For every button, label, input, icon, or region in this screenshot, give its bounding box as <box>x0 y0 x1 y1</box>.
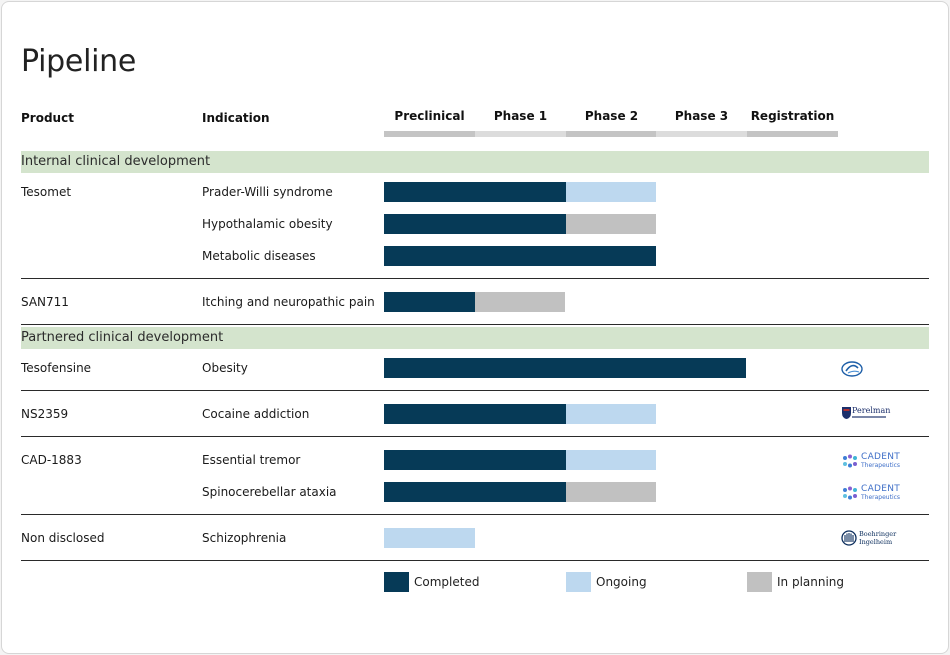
phase-header-registration: Registration <box>750 109 835 123</box>
phase-underline-registration <box>747 131 838 137</box>
product-name-san711: SAN711 <box>21 295 69 309</box>
phase-underline-phase-1 <box>475 131 566 137</box>
indication-cocaine-addiction: Cocaine addiction <box>202 407 310 421</box>
phase-underline-preclinical <box>384 131 475 137</box>
cadent-logo: CADENT Therapeutics <box>842 484 904 502</box>
phase-underline-phase-2 <box>566 131 656 137</box>
row-divider <box>21 514 929 515</box>
bar-completed <box>384 404 566 424</box>
page-title: Pipeline <box>21 44 137 79</box>
section-internal-clinical-development: Internal clinical development <box>21 151 929 173</box>
cadent-logo-text: CADENT <box>861 452 901 462</box>
bar-completed <box>384 182 566 202</box>
row-divider <box>21 324 929 325</box>
bar-completed <box>384 450 566 470</box>
bar-completed <box>384 292 475 312</box>
legend-label-ongoing: Ongoing <box>596 575 647 589</box>
column-header-product: Product <box>21 111 74 125</box>
bar-ongoing <box>566 404 656 424</box>
bar-ongoing <box>566 450 656 470</box>
cadent-logo-subtext: Therapeutics <box>861 462 901 469</box>
perelman-logo-text: Perelman <box>852 406 891 415</box>
boehringer-logo: Boehringer Ingelheim <box>841 530 901 548</box>
row-divider <box>21 436 929 437</box>
bar-in-planning <box>566 214 656 234</box>
indication-itching-neuropathic-pain: Itching and neuropathic pain <box>202 295 375 309</box>
bar-ongoing <box>384 528 475 548</box>
product-name-non-disclosed: Non disclosed <box>21 531 105 545</box>
medix-logo <box>841 361 863 377</box>
boehringer-mark-icon <box>841 530 857 546</box>
indication-essential-tremor: Essential tremor <box>202 453 301 467</box>
indication-obesity: Obesity <box>202 361 248 375</box>
bar-completed <box>384 246 656 266</box>
perelman-logo-subline <box>852 416 886 418</box>
perelman-logo: Perelman <box>842 406 892 421</box>
cadent-mark-icon <box>843 454 857 468</box>
bar-completed <box>384 482 566 502</box>
product-name-ns2359: NS2359 <box>21 407 69 421</box>
indication-schizophrenia: Schizophrenia <box>202 531 287 545</box>
legend-swatch-completed <box>384 572 409 592</box>
cadent-mark-icon <box>843 486 857 500</box>
product-name-cad-1883: CAD-1883 <box>21 453 82 467</box>
phase-header-preclinical: Preclinical <box>394 109 465 123</box>
bar-ongoing <box>566 182 656 202</box>
phase-underline-phase-3 <box>656 131 747 137</box>
section-partnered-clinical-development: Partnered clinical development <box>21 327 929 349</box>
cadent-logo-text: CADENT <box>861 484 901 494</box>
row-divider <box>21 278 929 279</box>
bar-in-planning <box>566 482 656 502</box>
indication-prader-willi: Prader-Willi syndrome <box>202 185 333 199</box>
legend-label-completed: Completed <box>414 575 480 589</box>
indication-metabolic-diseases: Metabolic diseases <box>202 249 316 263</box>
product-name-tesofensine: Tesofensine <box>21 361 92 375</box>
shield-icon <box>842 407 851 419</box>
row-divider <box>21 560 929 561</box>
legend-swatch-ongoing <box>566 572 591 592</box>
indication-hypothalamic-obesity: Hypothalamic obesity <box>202 217 333 231</box>
boehringer-logo-text: Boehringer <box>859 530 897 538</box>
section-label: Partnered clinical development <box>21 330 224 345</box>
bar-in-planning <box>475 292 565 312</box>
legend-label-in-planning: In planning <box>777 575 845 589</box>
indication-spinocerebellar-ataxia: Spinocerebellar ataxia <box>202 485 337 499</box>
row-divider <box>21 390 929 391</box>
boehringer-logo-subtext: Ingelheim <box>859 538 893 546</box>
cadent-logo: CADENT Therapeutics <box>842 452 904 470</box>
legend-swatch-in-planning <box>747 572 772 592</box>
cadent-logo-subtext: Therapeutics <box>861 494 901 501</box>
phase-header-phase-3: Phase 3 <box>674 109 729 123</box>
phase-header-phase-1: Phase 1 <box>493 109 548 123</box>
product-name-tesomet: Tesomet <box>21 185 72 199</box>
section-label: Internal clinical development <box>21 154 211 169</box>
bar-completed <box>384 358 746 378</box>
column-header-indication: Indication <box>202 111 270 125</box>
phase-header-phase-2: Phase 2 <box>584 109 639 123</box>
bar-completed <box>384 214 566 234</box>
